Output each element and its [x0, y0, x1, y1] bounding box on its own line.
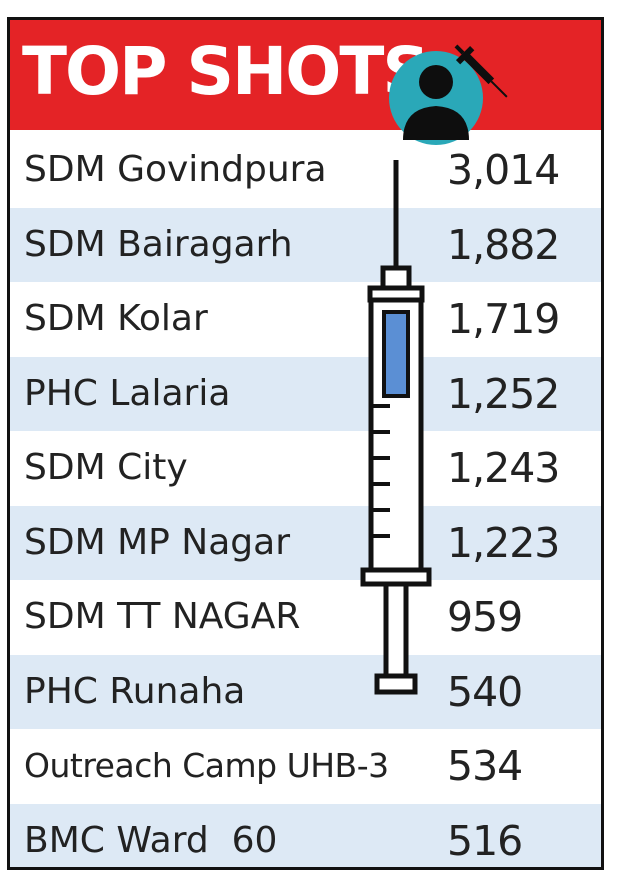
- table-row: PHC Runaha 540: [10, 654, 601, 729]
- table-row: SDM Govindpura 3,014: [10, 133, 601, 208]
- row-value: 959: [447, 593, 523, 641]
- row-label: SDM MP Nagar: [24, 521, 290, 563]
- row-value: 540: [447, 667, 523, 716]
- table-body: SDM Govindpura 3,014 SDM Bairagarh 1,882 SDM…: [10, 133, 601, 867]
- row-value: 1,243: [447, 444, 560, 492]
- row-value: 1,882: [447, 220, 560, 269]
- table-row: SDM Kolar 1,719: [10, 282, 601, 357]
- row-label: SDM Bairagarh: [24, 223, 293, 265]
- header-background: [10, 20, 601, 130]
- table-row: Outreach Camp UHB-3 534: [10, 729, 601, 804]
- table-row: PHC Lalaria 1,252: [10, 356, 601, 431]
- row-label: PHC Lalaria: [24, 372, 231, 414]
- row-label: PHC Runaha: [24, 670, 246, 712]
- row-value: 1,719: [447, 295, 560, 343]
- table-row: SDM City 1,243: [10, 431, 601, 506]
- chart-title: TOP SHOTS: [22, 33, 430, 110]
- table-row: SDM Bairagarh 1,882: [10, 207, 601, 282]
- row-value: 1,223: [447, 518, 560, 567]
- table-row: BMC Ward 60 516: [10, 803, 601, 867]
- table-row: SDM TT NAGAR 959: [10, 580, 601, 655]
- row-label: SDM Kolar: [24, 298, 208, 339]
- row-label: SDM City: [24, 447, 188, 488]
- infographic-frame: TOP SHOTS SDM Govindpura 3,014 SDM Bairaga…: [7, 17, 604, 870]
- row-value: 516: [447, 816, 523, 865]
- header: [10, 20, 601, 130]
- table-row: SDM MP Nagar 1,223: [10, 505, 601, 580]
- row-label: Outreach Camp UHB-3: [24, 746, 389, 785]
- row-label: SDM TT NAGAR: [24, 596, 301, 637]
- row-value: 534: [447, 742, 523, 790]
- row-value: 3,014: [447, 146, 560, 194]
- row-value: 1,252: [447, 369, 560, 418]
- row-label: BMC Ward 60: [24, 819, 278, 861]
- row-label: SDM Govindpura: [24, 149, 327, 190]
